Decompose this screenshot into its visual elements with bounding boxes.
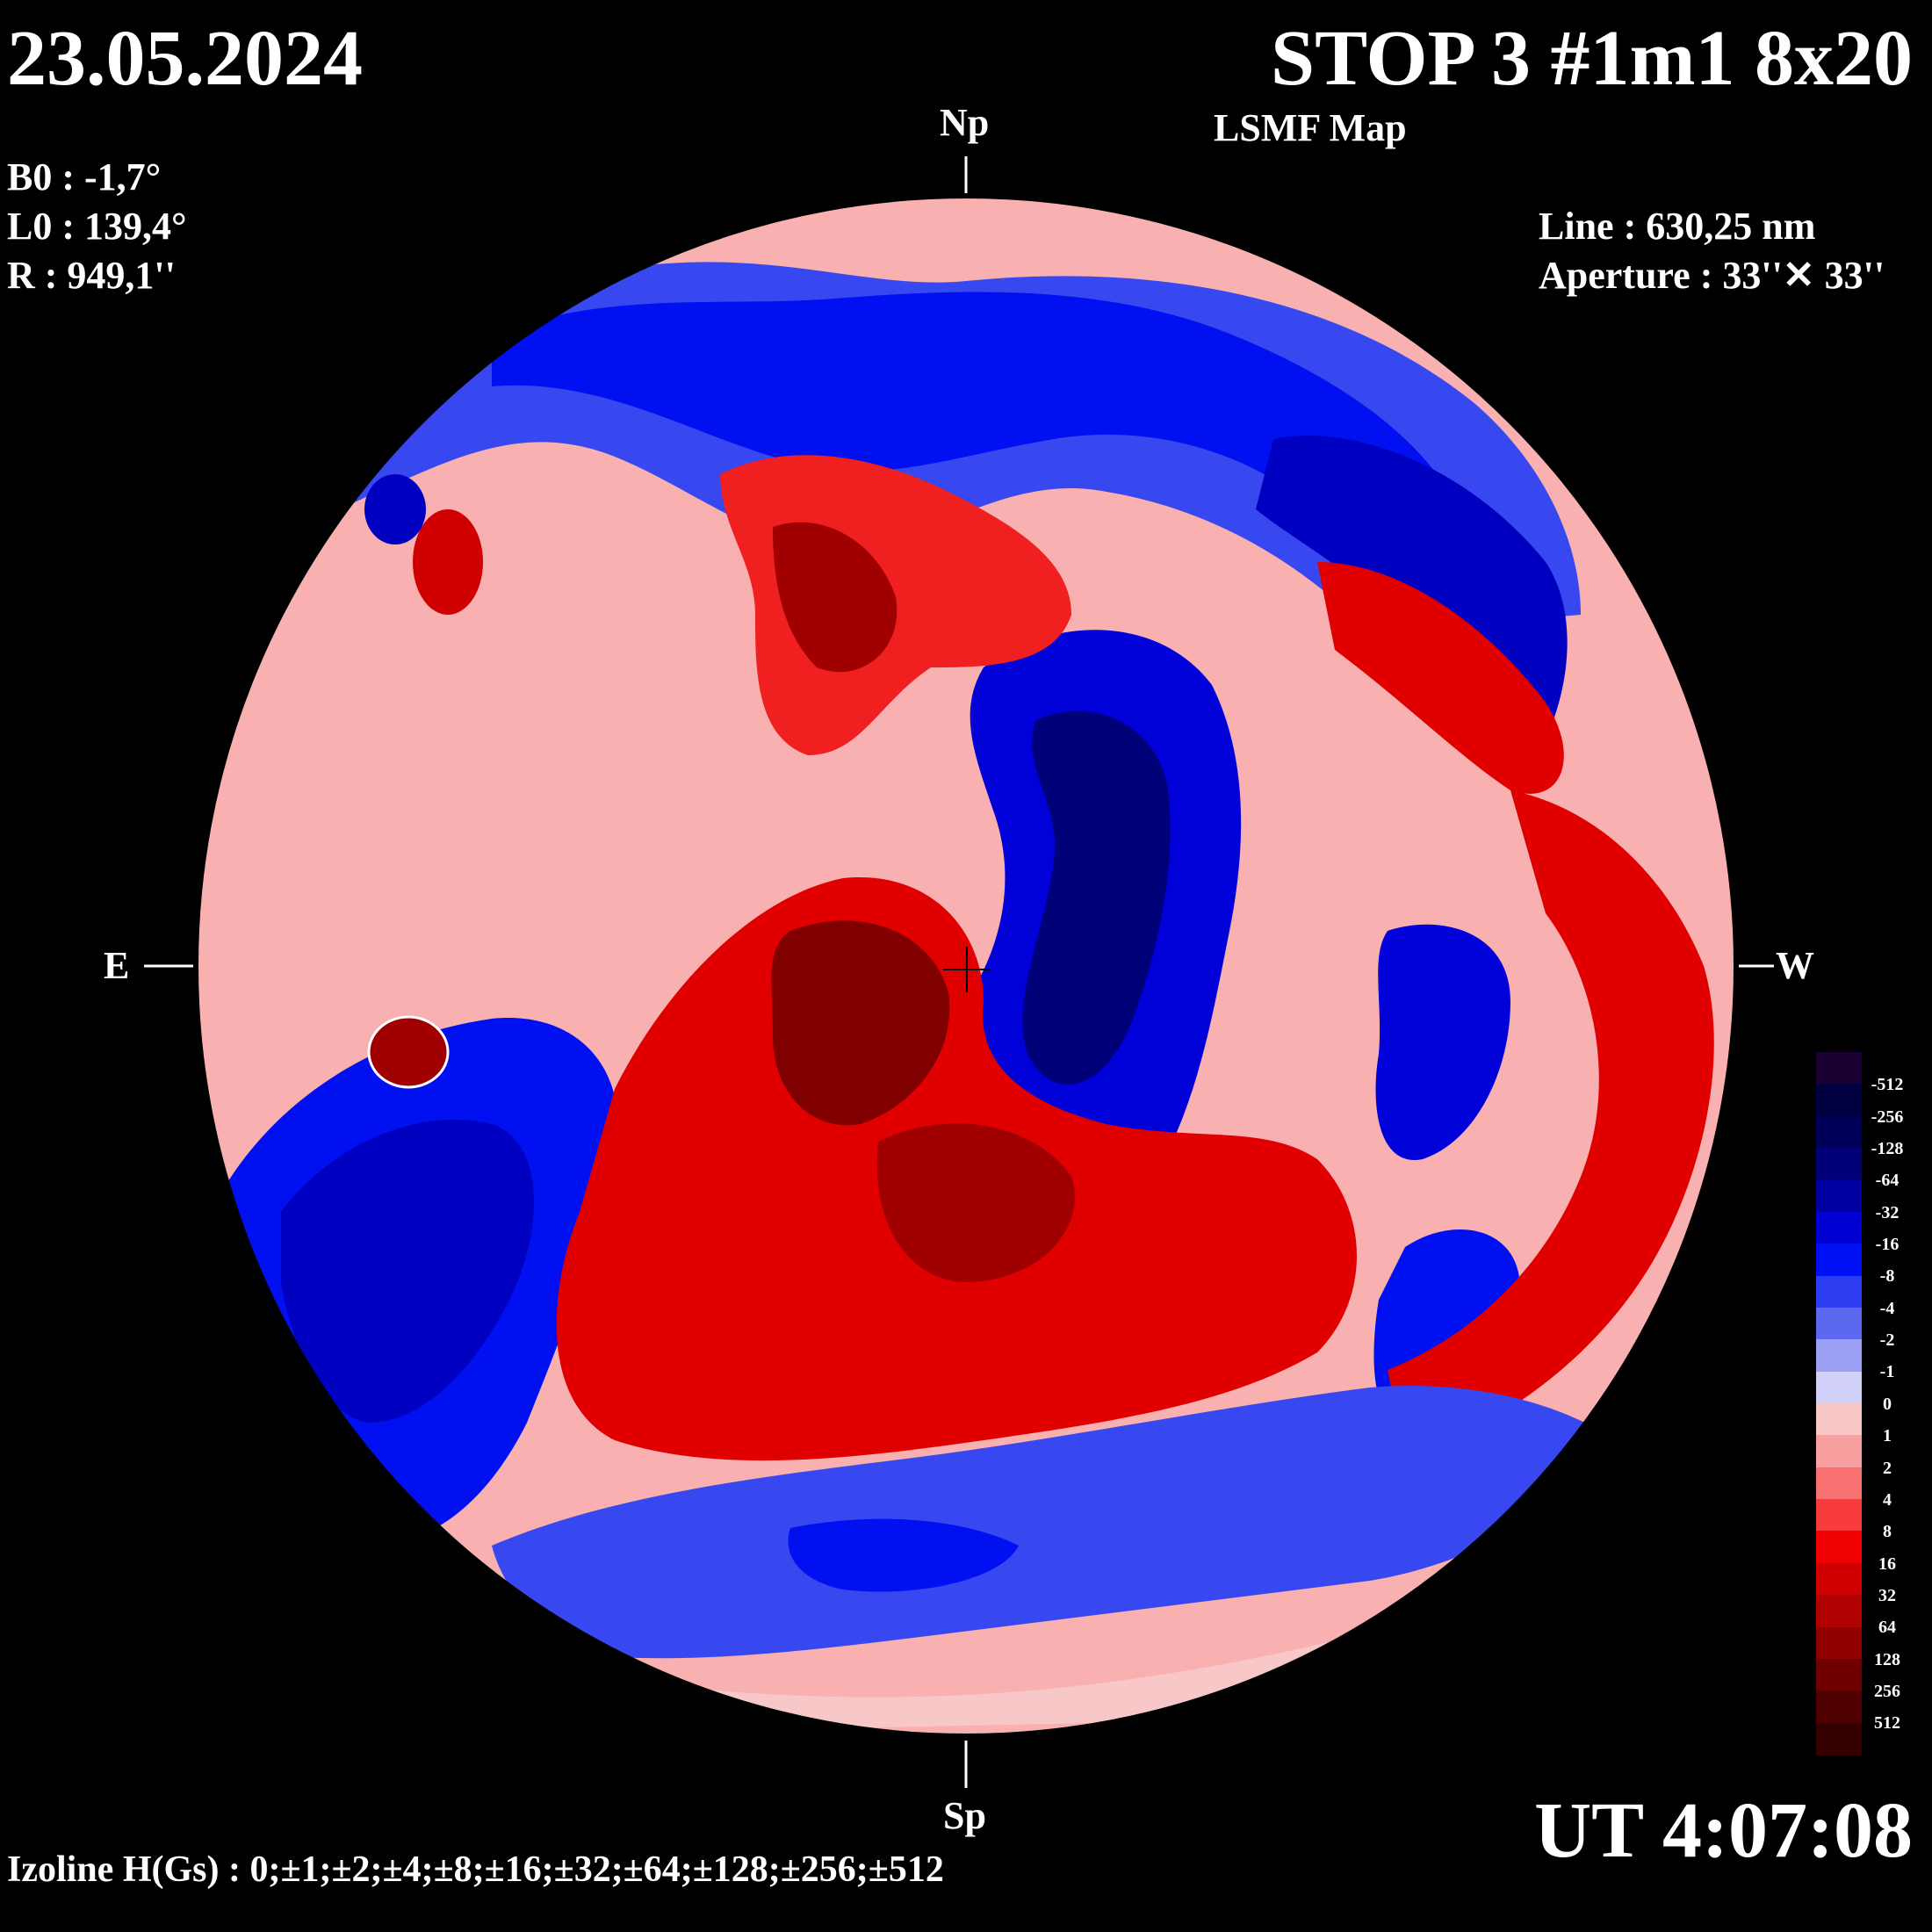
legend-swatch [1816,1148,1862,1181]
legend-label: -2 [1879,1330,1895,1351]
b0-value: B0 : -1,7° [7,155,162,198]
west-positive-region [1388,790,1714,1458]
legend-swatch [1816,1275,1862,1308]
legend-label: 8 [1883,1522,1892,1542]
legend-label: -64 [1875,1171,1900,1191]
radius-value: R : 949,1'' [7,254,176,297]
legend-label: -16 [1875,1235,1900,1254]
color-legend [1816,1052,1862,1755]
north-pole-label: Np [940,101,990,144]
legend-swatch [1816,1658,1862,1692]
izoline-levels: Izoline H(Gs) : 0;±1;±2;±4;±8;±16;±32;±6… [7,1849,944,1890]
map-subtitle: LSMF Map [1214,106,1407,149]
legend-swatch [1816,1211,1862,1245]
legend-label: 1 [1883,1426,1892,1446]
observation-date: 23.05.2024 [7,15,363,102]
legend-label: 16 [1878,1554,1896,1574]
ut-time: UT 4:07:08 [1534,1787,1913,1874]
legend-label: 128 [1874,1649,1900,1669]
legend-swatch [1816,1371,1862,1404]
legend-swatch [1816,1052,1862,1085]
map-title: STOP 3 #1m1 8x20 [1271,15,1913,102]
legend-label: -256 [1871,1107,1904,1127]
legend-swatch [1816,1690,1862,1724]
legend-swatch [1816,1595,1862,1628]
legend-label: 0 [1883,1394,1892,1414]
legend-swatch [1816,1499,1862,1532]
legend-label: -32 [1875,1202,1900,1222]
legend-label: 2 [1883,1458,1892,1478]
legend-swatch [1816,1403,1862,1437]
west-label: W [1776,944,1814,987]
legend-swatch [1816,1179,1862,1213]
east-label: E [104,944,130,987]
legend-swatch [1816,1562,1862,1597]
legend-swatch [1816,1626,1862,1660]
legend-label: 256 [1874,1682,1900,1702]
legend-label: -8 [1879,1266,1895,1287]
direction-ticks [144,156,1774,1788]
legend-swatch [1816,1722,1862,1755]
legend-swatch [1816,1084,1862,1117]
legend-swatch [1816,1307,1862,1341]
legend-swatch [1816,1467,1862,1501]
legend-label: 32 [1878,1586,1896,1605]
spectral-line: Line : 630,25 nm [1539,205,1816,248]
legend-swatch [1816,1244,1862,1277]
legend-swatch [1816,1115,1862,1150]
legend-label: -1 [1879,1362,1895,1382]
disk-center-cross [943,947,991,992]
legend-swatch [1816,1531,1862,1564]
south-negative-region [492,1386,1616,1659]
legend-label: 64 [1878,1618,1896,1638]
legend-label: 512 [1874,1713,1900,1734]
south-pole-label: Sp [943,1794,986,1837]
legend-label: 4 [1883,1489,1892,1510]
aperture-value: Aperture : 33''✕ 33'' [1539,254,1885,297]
legend-swatch [1816,1339,1862,1373]
legend-label: -512 [1871,1075,1904,1095]
legend-label: -4 [1879,1298,1895,1318]
legend-label: -128 [1871,1138,1904,1158]
l0-value: L0 : 139,4° [7,205,187,248]
legend-swatch [1816,1435,1862,1468]
